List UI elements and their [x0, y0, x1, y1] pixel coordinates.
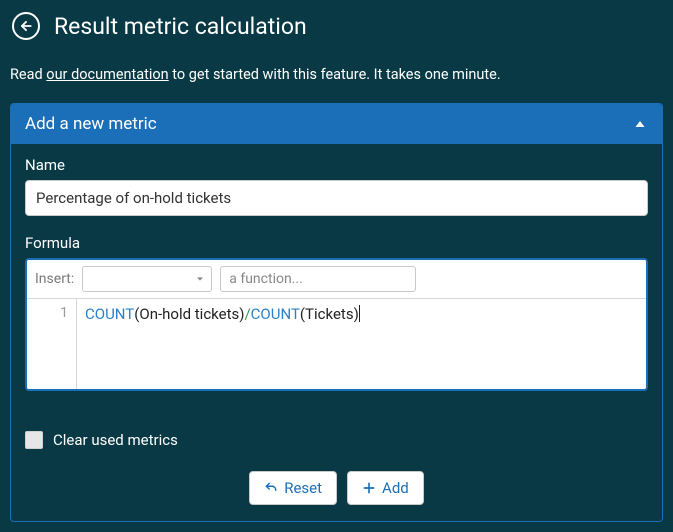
editor-gutter: 1	[27, 299, 77, 389]
caret-down-icon	[195, 274, 205, 284]
panel-title: Add a new metric	[25, 114, 157, 134]
arrow-left-icon	[19, 19, 33, 33]
reset-label: Reset	[284, 479, 322, 497]
code-token: (Tickets)	[300, 305, 359, 323]
page-header: Result metric calculation	[10, 10, 663, 48]
formula-label: Formula	[25, 234, 648, 252]
undo-icon	[264, 481, 278, 495]
formula-box: Insert: 1 COUNT(On-hold tickets)/COUNT(T…	[25, 258, 648, 391]
insert-label: Insert:	[35, 271, 74, 287]
code-token: COUNT	[85, 305, 134, 323]
insert-metric-dropdown[interactable]	[82, 266, 212, 292]
formula-section: Formula Insert: 1 COUNT(On-hold tickets)	[25, 234, 648, 391]
clear-metrics-label: Clear used metrics	[53, 431, 178, 449]
intro-prefix: Read	[10, 66, 46, 83]
plus-icon	[362, 481, 376, 495]
add-label: Add	[382, 479, 409, 497]
documentation-link[interactable]: our documentation	[46, 66, 168, 83]
chevron-up-icon	[632, 118, 648, 130]
reset-button[interactable]: Reset	[249, 471, 337, 505]
clear-metrics-row: Clear used metrics	[25, 431, 648, 449]
code-token: (On-hold tickets)	[134, 305, 244, 323]
back-button[interactable]	[12, 12, 40, 40]
code-token: COUNT	[251, 305, 300, 323]
intro-suffix: to get started with this feature. It tak…	[169, 66, 501, 83]
metric-panel: Add a new metric Name Formula Insert:	[10, 103, 663, 522]
button-row: Reset Add	[25, 471, 648, 505]
panel-body: Name Formula Insert: 1	[11, 144, 662, 521]
formula-editor[interactable]: 1 COUNT(On-hold tickets)/COUNT(Tickets)	[27, 299, 646, 389]
page-title: Result metric calculation	[54, 13, 307, 40]
insert-toolbar: Insert:	[27, 260, 646, 299]
add-button[interactable]: Add	[347, 471, 424, 505]
insert-function-input[interactable]	[220, 266, 416, 292]
metric-name-input[interactable]	[25, 180, 648, 216]
editor-code[interactable]: COUNT(On-hold tickets)/COUNT(Tickets)	[77, 299, 368, 389]
line-number: 1	[27, 305, 68, 321]
clear-metrics-checkbox[interactable]	[25, 431, 43, 449]
text-cursor	[359, 305, 360, 322]
intro-text: Read our documentation to get started wi…	[10, 48, 663, 103]
panel-header[interactable]: Add a new metric	[11, 104, 662, 144]
name-label: Name	[25, 156, 648, 174]
